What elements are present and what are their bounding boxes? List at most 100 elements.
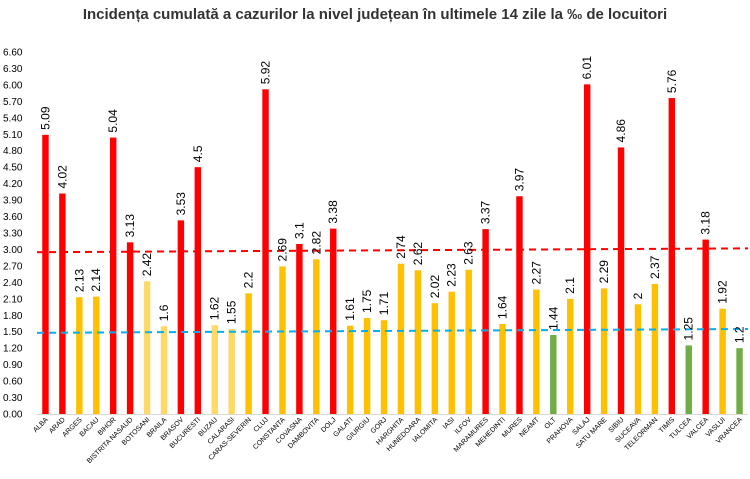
bar — [702, 239, 709, 414]
data-label: 3.37 — [479, 200, 493, 224]
y-tick-label: 0.00 — [3, 410, 23, 421]
y-tick-label: 3.90 — [3, 196, 23, 207]
bar — [567, 298, 574, 414]
data-label: 1.25 — [682, 317, 696, 341]
x-tick-label: ALBA — [32, 416, 50, 434]
y-tick-label: 4.20 — [3, 179, 23, 190]
y-tick-label: 0.60 — [3, 377, 23, 388]
bar — [516, 196, 523, 414]
bar — [465, 269, 472, 414]
data-label: 2.29 — [597, 260, 611, 284]
data-label: 2 — [631, 292, 645, 299]
data-label: 1.61 — [343, 297, 357, 321]
y-tick-label: 2.40 — [3, 278, 23, 289]
bar — [279, 266, 286, 414]
y-tick-label: 4.80 — [3, 146, 23, 157]
bar — [533, 289, 540, 414]
data-label: 2.62 — [411, 242, 425, 266]
bar — [59, 193, 66, 414]
bar — [719, 308, 726, 414]
y-tick-label: 2.10 — [3, 294, 23, 305]
data-label: 1.44 — [546, 306, 560, 330]
bar — [177, 220, 185, 414]
axis-layer: 0.00 0.30 0.60 0.90 1.20 1.50 1.80 2.10 2.40 2.70… — [3, 48, 748, 421]
y-tick-label: 3.60 — [3, 212, 23, 223]
y-tick-label: 5.70 — [3, 97, 23, 108]
data-label: 2.1 — [563, 277, 577, 294]
y-tick-label: 1.80 — [3, 311, 23, 322]
data-label: 1.75 — [360, 289, 374, 313]
data-label: 1.2 — [733, 326, 747, 343]
data-label: 3.18 — [699, 211, 713, 235]
bar — [431, 303, 439, 414]
data-label: 5.76 — [665, 69, 679, 93]
bar — [448, 291, 455, 414]
data-label: 2.42 — [140, 253, 154, 277]
data-label: 2.27 — [529, 261, 543, 285]
bar — [380, 320, 388, 414]
bar — [296, 243, 303, 414]
data-label: 1.6 — [157, 304, 171, 321]
data-label: 4.02 — [55, 165, 69, 189]
y-tick-label: 3.30 — [3, 229, 23, 240]
bar — [668, 98, 676, 414]
data-label: 3.97 — [512, 168, 526, 192]
data-label: 1.62 — [208, 296, 222, 320]
x-tick-label: NEAMT — [519, 416, 542, 439]
bar — [228, 328, 235, 414]
data-label: 2.63 — [462, 241, 476, 265]
data-label: 2.13 — [72, 268, 86, 292]
bar — [211, 325, 218, 414]
y-tick-label: 6.60 — [3, 48, 23, 59]
bar — [109, 137, 117, 414]
reference-lines-layer — [36, 247, 749, 334]
x-tick-label: SATU MARE — [575, 416, 609, 450]
x-tick-label: OLT — [544, 416, 559, 431]
data-label: 1.92 — [716, 280, 730, 304]
value-labels-layer: 5.09 4.02 2.13 2.14 5.04 3.13 2.42 1.6 3.53 4.5 1.… — [38, 56, 746, 344]
bar — [194, 167, 202, 414]
bar — [583, 84, 591, 415]
x-tick-label: IASI — [442, 416, 456, 430]
y-tick-label: 6.30 — [3, 64, 23, 75]
data-label: 1.64 — [496, 295, 510, 319]
bar — [363, 318, 371, 414]
reference-line — [36, 327, 749, 334]
reference-line — [36, 247, 749, 254]
data-label: 3.38 — [326, 200, 340, 224]
data-label: 3.53 — [174, 192, 188, 216]
data-label: 1.55 — [225, 300, 239, 324]
data-label: 3.13 — [123, 214, 137, 238]
bar — [93, 296, 100, 414]
data-label: 2.23 — [445, 263, 459, 287]
bar — [634, 304, 642, 414]
y-tick-label: 6.00 — [3, 80, 23, 91]
bar — [313, 259, 320, 414]
data-label: 5.04 — [106, 109, 120, 133]
y-tick-label: 5.40 — [3, 113, 23, 124]
y-tick-label: 5.10 — [3, 130, 23, 141]
bar — [482, 229, 489, 414]
bar — [160, 326, 168, 414]
data-label: 5.09 — [38, 106, 52, 130]
data-label: 6.01 — [580, 56, 594, 80]
y-tick-label: 0.90 — [3, 360, 23, 371]
data-label: 4.5 — [191, 145, 205, 162]
bar — [76, 297, 83, 414]
bar — [397, 263, 405, 414]
data-label: 2.74 — [394, 235, 408, 259]
data-label: 4.86 — [614, 119, 628, 143]
bar — [736, 348, 743, 414]
data-label: 2.37 — [648, 255, 662, 279]
y-tick-label: 1.50 — [3, 327, 23, 338]
bar — [651, 284, 659, 414]
bar — [346, 325, 354, 414]
bar — [499, 324, 506, 414]
data-label: 1.71 — [377, 292, 391, 316]
data-label: 2.02 — [428, 275, 442, 299]
bar — [330, 228, 337, 414]
y-tick-label: 3.00 — [3, 245, 23, 256]
bar — [600, 288, 608, 414]
y-tick-label: 0.30 — [3, 393, 23, 404]
